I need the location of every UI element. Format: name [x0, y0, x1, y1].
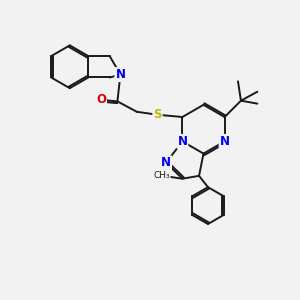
Text: N: N — [116, 68, 125, 81]
Text: N: N — [220, 135, 230, 148]
Text: N: N — [177, 135, 188, 148]
Text: O: O — [96, 93, 106, 106]
Text: N: N — [161, 156, 171, 169]
Text: CH₃: CH₃ — [153, 171, 170, 180]
Text: S: S — [153, 108, 162, 121]
